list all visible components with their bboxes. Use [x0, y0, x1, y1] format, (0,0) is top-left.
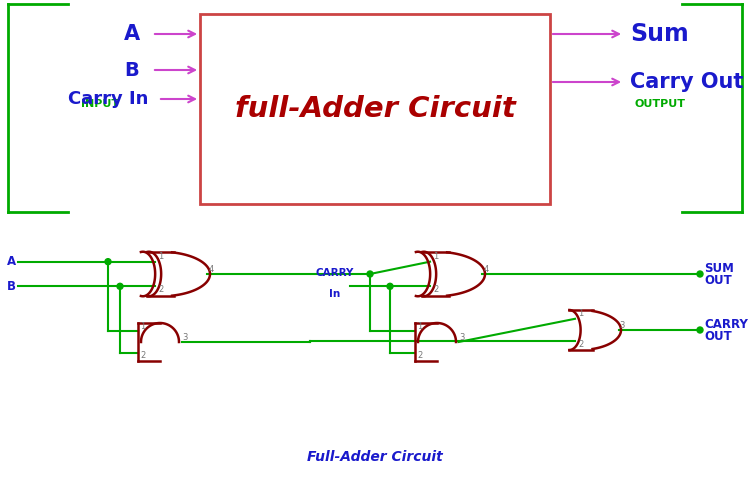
- Text: 2: 2: [433, 285, 438, 294]
- Text: 2: 2: [140, 351, 146, 360]
- Text: OUT: OUT: [704, 331, 732, 344]
- Text: In: In: [329, 289, 340, 299]
- Bar: [200, 14, 550, 204]
- Text: 2: 2: [158, 285, 164, 294]
- Text: 3: 3: [620, 321, 625, 331]
- Text: INPUT: INPUT: [81, 99, 119, 109]
- Text: A: A: [124, 24, 140, 44]
- Text: CARRY: CARRY: [316, 268, 354, 278]
- Text: 3: 3: [182, 334, 188, 343]
- Text: 2: 2: [417, 351, 422, 360]
- Text: CARRY: CARRY: [704, 318, 748, 331]
- Text: 1: 1: [417, 322, 422, 331]
- Text: 2: 2: [578, 340, 584, 348]
- Text: B: B: [7, 280, 16, 293]
- Text: SUM: SUM: [704, 262, 734, 275]
- Text: B: B: [124, 61, 140, 80]
- Circle shape: [117, 283, 123, 289]
- Text: OUT: OUT: [704, 275, 732, 287]
- Text: 1: 1: [158, 252, 164, 261]
- Text: OUTPUT: OUTPUT: [634, 99, 686, 109]
- Text: 1: 1: [140, 322, 146, 331]
- Text: 3: 3: [460, 334, 465, 343]
- Text: 4: 4: [209, 265, 214, 273]
- Circle shape: [697, 327, 703, 333]
- Text: Sum: Sum: [630, 22, 688, 46]
- Text: 4: 4: [483, 265, 488, 273]
- Text: Full-Adder Circuit: Full-Adder Circuit: [308, 450, 442, 464]
- Text: 1: 1: [433, 252, 438, 261]
- Text: A: A: [7, 255, 16, 268]
- Text: Carry In: Carry In: [68, 90, 148, 108]
- Text: full-Adder Circuit: full-Adder Circuit: [235, 95, 515, 123]
- Circle shape: [367, 271, 373, 277]
- Text: 1: 1: [578, 309, 584, 318]
- Circle shape: [697, 271, 703, 277]
- Circle shape: [105, 259, 111, 265]
- Circle shape: [387, 283, 393, 289]
- Text: Carry Out: Carry Out: [630, 72, 743, 92]
